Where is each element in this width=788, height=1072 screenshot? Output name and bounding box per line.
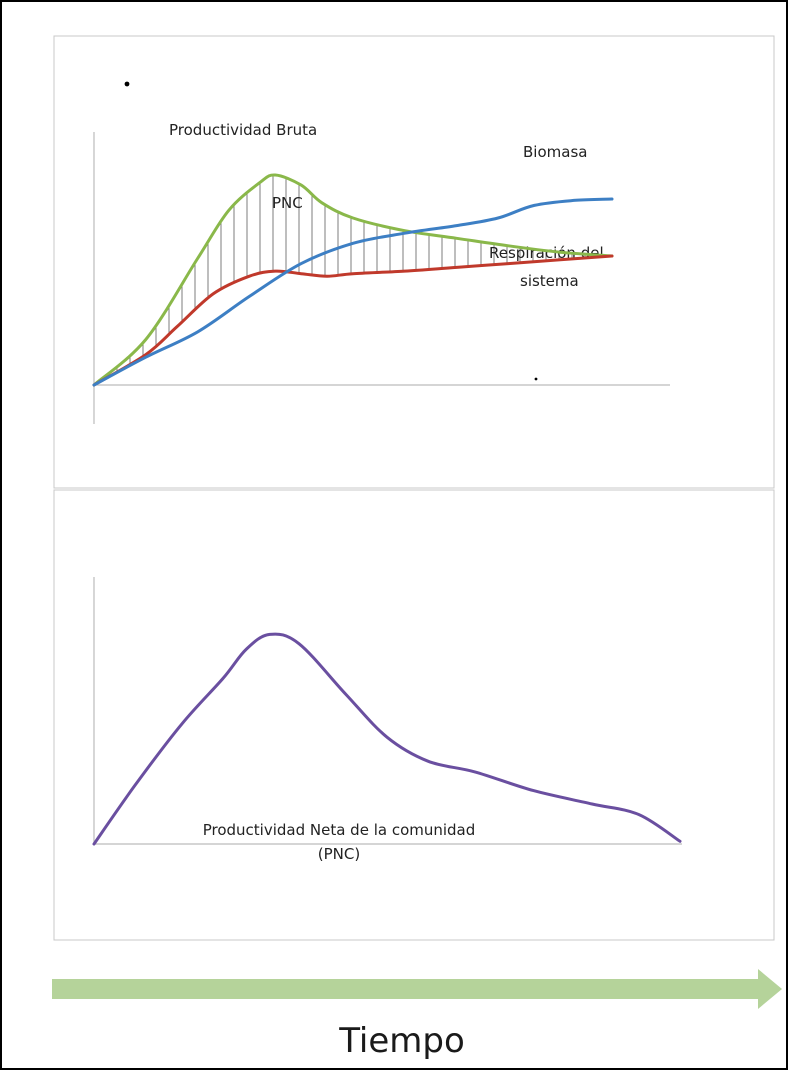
- series-line-biomasa: [92, 197, 614, 387]
- time-axis: Tiempo: [52, 969, 782, 1061]
- series-line-productividad-bruta: [92, 173, 614, 387]
- stray-dot: [124, 81, 130, 87]
- top-chart: Productividad Bruta Biomasa PNC Respirac…: [53, 35, 775, 489]
- bottom-chart-frame: [53, 489, 775, 941]
- bottom-chart: Productividad Neta de la comunidad (PNC): [53, 489, 775, 941]
- series-line-respiracion-del-sistema: [92, 254, 614, 387]
- time-arrow-head: [758, 969, 782, 1009]
- label-pnc-line2: (PNC): [318, 845, 360, 863]
- time-arrow-shaft: [52, 979, 762, 999]
- top-series-group: [92, 173, 614, 387]
- label-productividad-bruta: Productividad Bruta: [169, 121, 317, 139]
- label-pnc: PNC: [272, 194, 303, 212]
- top-chart-frame: [53, 35, 775, 489]
- stray-dot: [534, 377, 538, 381]
- series-line-productividad-neta-de-la-comunidad-pnc: [92, 632, 682, 846]
- time-label: Tiempo: [338, 1021, 465, 1061]
- label-respiracion-line2: sistema: [520, 272, 579, 290]
- bottom-series-group: [92, 632, 682, 846]
- label-pnc-line1: Productividad Neta de la comunidad: [203, 821, 476, 839]
- label-biomasa: Biomasa: [523, 143, 587, 161]
